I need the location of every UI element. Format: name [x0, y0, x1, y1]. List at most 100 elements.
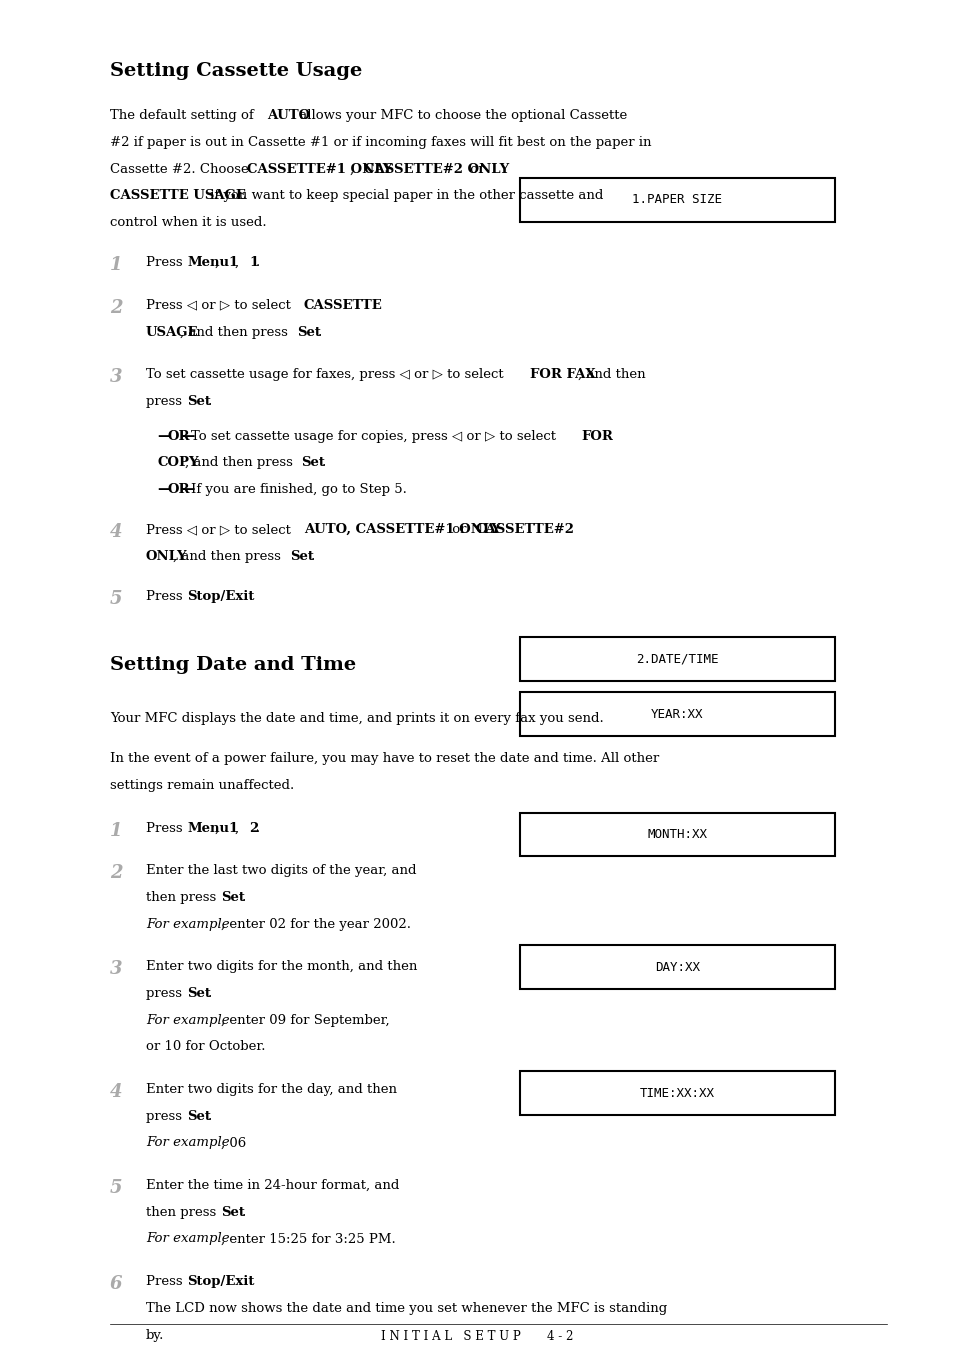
Text: CASSETTE: CASSETTE [303, 298, 382, 312]
Text: .: . [322, 456, 326, 469]
Text: Enter two digits for the month, and then: Enter two digits for the month, and then [146, 960, 416, 974]
Text: then press: then press [146, 891, 220, 904]
Text: .: . [255, 822, 260, 834]
FancyBboxPatch shape [519, 1071, 834, 1115]
Text: CASSETTE#2: CASSETTE#2 [475, 523, 574, 536]
Text: .: . [249, 590, 253, 603]
Text: .: . [242, 1205, 246, 1219]
Text: 3: 3 [110, 368, 122, 386]
Text: , enter 15:25 for 3:25 PM.: , enter 15:25 for 3:25 PM. [221, 1233, 395, 1245]
Text: Press ◁ or ▷ to select: Press ◁ or ▷ to select [146, 523, 294, 536]
Text: by.: by. [146, 1328, 164, 1342]
Text: Enter two digits for the day, and then: Enter two digits for the day, and then [146, 1083, 396, 1096]
Text: ,: , [234, 822, 243, 834]
Text: —: — [181, 483, 194, 497]
Text: Enter the last two digits of the year, and: Enter the last two digits of the year, a… [146, 865, 416, 877]
Text: 2: 2 [110, 298, 122, 317]
Text: Your MFC displays the date and time, and prints it on every fax you send.: Your MFC displays the date and time, and… [110, 713, 603, 725]
Text: #2 if paper is out in Cassette #1 or if incoming faxes will fit best on the pape: #2 if paper is out in Cassette #1 or if … [110, 137, 651, 149]
Text: 3: 3 [110, 960, 122, 978]
Text: or: or [447, 523, 470, 536]
Text: Set: Set [187, 395, 211, 408]
Text: OR: OR [167, 483, 190, 497]
Text: ,: , [234, 256, 243, 269]
Text: , and then press: , and then press [180, 326, 292, 338]
Text: Set: Set [221, 891, 245, 904]
Text: ,: , [214, 256, 223, 269]
Text: AUTO, CASSETTE#1 ONLY: AUTO, CASSETTE#1 ONLY [303, 523, 500, 536]
FancyBboxPatch shape [519, 692, 834, 736]
Text: 5: 5 [110, 1179, 122, 1197]
Text: Press: Press [146, 256, 187, 269]
Text: Menu: Menu [187, 822, 229, 834]
Text: Setting Date and Time: Setting Date and Time [110, 657, 355, 674]
Text: MONTH:XX: MONTH:XX [647, 828, 706, 841]
Text: Press: Press [146, 1275, 187, 1289]
Text: , enter 09 for September,: , enter 09 for September, [221, 1014, 390, 1027]
Text: FOR FAX: FOR FAX [530, 368, 596, 382]
Text: .: . [249, 1275, 253, 1289]
Text: 2: 2 [249, 822, 258, 834]
Text: For example: For example [146, 918, 230, 930]
Text: —: — [157, 483, 171, 497]
Text: 4: 4 [110, 523, 122, 540]
Text: ,: , [214, 822, 223, 834]
FancyBboxPatch shape [519, 813, 834, 856]
Text: , and then press: , and then press [173, 550, 285, 562]
Text: then press: then press [146, 1205, 220, 1219]
FancyBboxPatch shape [519, 637, 834, 681]
Text: Set: Set [187, 1109, 211, 1123]
Text: Set: Set [290, 550, 314, 562]
Text: 2: 2 [110, 865, 122, 882]
Text: Setting Cassette Usage: Setting Cassette Usage [110, 62, 361, 79]
Text: I N I T I A L   S E T U P       4 - 2: I N I T I A L S E T U P 4 - 2 [380, 1330, 573, 1343]
Text: TIME:XX:XX: TIME:XX:XX [639, 1086, 714, 1100]
Text: .: . [242, 891, 246, 904]
Text: .: . [311, 550, 314, 562]
Text: Set: Set [221, 1205, 245, 1219]
Text: FOR: FOR [581, 430, 613, 443]
Text: For example: For example [146, 1233, 230, 1245]
Text: The LCD now shows the date and time you set whenever the MFC is standing: The LCD now shows the date and time you … [146, 1302, 666, 1315]
Text: CASSETTE#1 ONLY: CASSETTE#1 ONLY [247, 163, 392, 176]
Text: Press: Press [146, 822, 187, 834]
Text: For example: For example [146, 1137, 230, 1149]
Text: CASSETTE USAGE: CASSETTE USAGE [110, 189, 245, 202]
Text: or: or [466, 163, 484, 176]
Text: DAY:XX: DAY:XX [654, 960, 700, 974]
Text: To set cassette usage for faxes, press ◁ or ▷ to select: To set cassette usage for faxes, press ◁… [146, 368, 507, 382]
Text: ,: , [350, 163, 357, 176]
Text: To set cassette usage for copies, press ◁ or ▷ to select: To set cassette usage for copies, press … [191, 430, 559, 443]
Text: or 10 for October.: or 10 for October. [146, 1041, 265, 1053]
Text: press: press [146, 988, 186, 1000]
Text: 6: 6 [110, 1275, 122, 1293]
Text: .: . [208, 1109, 212, 1123]
Text: OR: OR [167, 430, 190, 443]
Text: The default setting of: The default setting of [110, 109, 257, 123]
Text: .: . [208, 988, 212, 1000]
Text: 1: 1 [228, 822, 237, 834]
Text: ONLY: ONLY [146, 550, 188, 562]
Text: 2.DATE/TIME: 2.DATE/TIME [636, 653, 718, 666]
Text: 4: 4 [110, 1083, 122, 1101]
Text: , enter 02 for the year 2002.: , enter 02 for the year 2002. [221, 918, 411, 930]
FancyBboxPatch shape [519, 178, 834, 222]
Text: Set: Set [301, 456, 325, 469]
Text: .: . [255, 256, 260, 269]
Text: Stop/Exit: Stop/Exit [187, 590, 254, 603]
Text: Cassette #2. Choose: Cassette #2. Choose [110, 163, 253, 176]
Text: .: . [317, 326, 321, 338]
Text: —: — [181, 430, 194, 443]
Text: Press: Press [146, 590, 187, 603]
Text: USAGE: USAGE [146, 326, 198, 338]
Text: Set: Set [187, 988, 211, 1000]
Text: , 06: , 06 [221, 1137, 247, 1149]
Text: 1: 1 [110, 256, 122, 274]
Text: 1.PAPER SIZE: 1.PAPER SIZE [632, 193, 721, 207]
Text: , and then press: , and then press [185, 456, 296, 469]
Text: 5: 5 [110, 590, 122, 607]
Text: if you want to keep special paper in the other cassette and: if you want to keep special paper in the… [206, 189, 602, 202]
Text: Menu: Menu [187, 256, 229, 269]
Text: Enter the time in 24-hour format, and: Enter the time in 24-hour format, and [146, 1179, 399, 1192]
Text: CASSETTE#2 ONLY: CASSETTE#2 ONLY [363, 163, 508, 176]
